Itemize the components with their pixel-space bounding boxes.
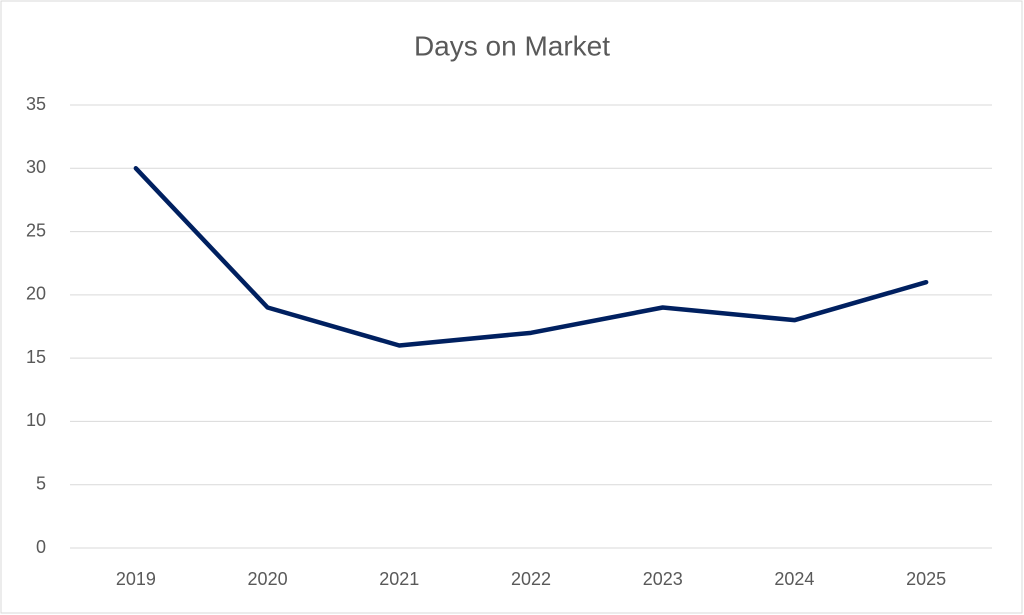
y-tick-label: 30 [26,157,46,177]
y-tick-label: 25 [26,220,46,240]
x-tick-label: 2020 [248,569,288,589]
y-tick-label: 35 [26,94,46,114]
x-tick-label: 2021 [379,569,419,589]
chart-title: Days on Market [414,30,610,61]
data-line [133,166,929,348]
x-tick-label: 2019 [116,569,156,589]
x-tick-label: 2023 [643,569,683,589]
x-tick-label: 2022 [511,569,551,589]
y-tick-label: 10 [26,410,46,430]
y-tick-label: 0 [36,537,46,557]
y-tick-label: 5 [36,473,46,493]
y-tick-label: 15 [26,347,46,367]
x-tick-label: 2025 [906,569,946,589]
y-tick-label: 20 [26,284,46,304]
x-tick-label: 2024 [774,569,814,589]
